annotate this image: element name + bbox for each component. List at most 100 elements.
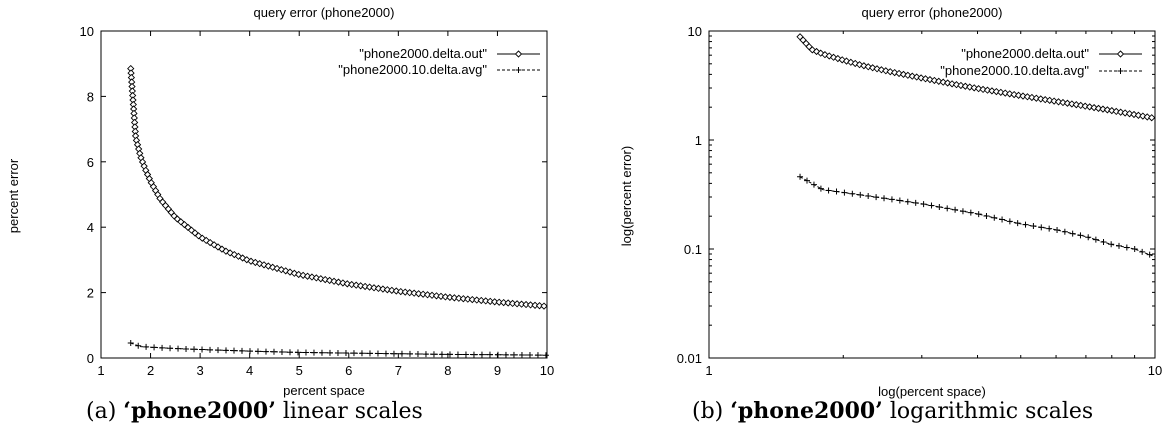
series-2-point bbox=[246, 348, 253, 355]
series-2-point bbox=[262, 348, 269, 355]
series-2-point bbox=[526, 352, 533, 359]
series-2-point bbox=[326, 349, 333, 356]
x-tick-label: 9 bbox=[494, 363, 501, 378]
series-1-point bbox=[974, 85, 983, 93]
series-2-point bbox=[215, 347, 222, 354]
series-1-point bbox=[1085, 103, 1094, 111]
series-1-point bbox=[222, 247, 230, 255]
series-2-point bbox=[857, 191, 864, 198]
series-2-point bbox=[390, 350, 397, 357]
series-2-point bbox=[286, 349, 293, 356]
series-1-point bbox=[886, 68, 894, 76]
x-tick-label: 5 bbox=[296, 363, 303, 378]
series-1-point bbox=[401, 288, 409, 296]
y-tick-label: 1 bbox=[695, 133, 702, 148]
series-1-point bbox=[1001, 89, 1009, 97]
series-2-point bbox=[1100, 238, 1107, 245]
series-2-point bbox=[936, 203, 943, 210]
series-1-point bbox=[939, 78, 947, 86]
series-1-point bbox=[997, 88, 1005, 96]
series-1-point bbox=[1094, 104, 1103, 113]
caption-b-prefix: (b) bbox=[692, 399, 731, 424]
y-tick-label: 2 bbox=[87, 286, 94, 301]
series-2-point bbox=[278, 348, 285, 355]
chart-title: query error (phone2000) bbox=[254, 5, 395, 20]
series-1-point bbox=[1125, 110, 1134, 118]
series-2-point bbox=[825, 187, 832, 194]
series-2-point bbox=[983, 212, 990, 219]
series-2-point bbox=[865, 193, 872, 200]
legend-label-1: "phone2000.delta.out" bbox=[961, 46, 1089, 61]
series-1-point bbox=[540, 302, 548, 310]
series-1-point bbox=[855, 61, 864, 69]
series-2-point bbox=[515, 67, 522, 73]
series-2-point bbox=[183, 345, 190, 352]
series-1-point bbox=[202, 236, 210, 245]
series-1-point bbox=[437, 292, 445, 300]
x-axis-label: percent space bbox=[283, 383, 365, 398]
series-1-point bbox=[1032, 94, 1040, 102]
series-2-point bbox=[478, 351, 485, 358]
series-2-point bbox=[422, 351, 429, 358]
series-1-point bbox=[817, 49, 825, 57]
series-1-point bbox=[513, 300, 521, 308]
series-2-point bbox=[841, 189, 848, 196]
series-1-point bbox=[282, 267, 290, 275]
series-1-point bbox=[206, 238, 214, 247]
series-2-point bbox=[975, 211, 982, 218]
series-1-point bbox=[1103, 106, 1112, 114]
series-1-point bbox=[873, 65, 881, 73]
series-1-point bbox=[508, 299, 517, 308]
series-2-point bbox=[534, 352, 541, 359]
x-axis-label: log(percent space) bbox=[878, 384, 986, 399]
series-2-point bbox=[1006, 218, 1013, 225]
series-1-point bbox=[1121, 109, 1129, 117]
series-1-point bbox=[495, 298, 503, 306]
series-1-point bbox=[464, 295, 472, 303]
series-2-point bbox=[430, 351, 437, 358]
series-2-point bbox=[175, 345, 182, 352]
series-1-point bbox=[908, 72, 916, 80]
series-2-point bbox=[1092, 236, 1099, 243]
series-1-point bbox=[1010, 90, 1018, 99]
series-1-point bbox=[517, 300, 526, 308]
series-1-point bbox=[829, 53, 838, 61]
series-2-point bbox=[904, 198, 911, 205]
series-2-point bbox=[398, 350, 405, 357]
series-2-point bbox=[920, 201, 927, 208]
series-1-point bbox=[943, 79, 952, 87]
series-1-point bbox=[432, 292, 441, 300]
x-tick-label: 8 bbox=[444, 363, 451, 378]
series-1-point bbox=[348, 280, 356, 289]
legend-label-2: "phone2000.10.delta.avg" bbox=[338, 62, 487, 77]
series-1-point bbox=[847, 58, 855, 66]
series-1-point bbox=[374, 284, 383, 293]
x-tick-label: 10 bbox=[540, 363, 554, 378]
series-1-point bbox=[1041, 96, 1049, 104]
y-tick-label: 10 bbox=[80, 24, 94, 39]
series-2-point bbox=[254, 348, 261, 355]
series-1-point bbox=[491, 298, 499, 306]
series-2-point bbox=[342, 350, 349, 357]
series-1-point bbox=[361, 282, 369, 291]
series-1-point bbox=[410, 289, 418, 297]
series-1-point bbox=[473, 296, 481, 304]
series-1-point bbox=[428, 291, 436, 299]
series-1-point bbox=[1059, 98, 1067, 107]
chart-b-log bbox=[708, 30, 1156, 359]
series-1-point bbox=[477, 296, 485, 305]
series-1-point bbox=[184, 223, 192, 232]
series-2-point bbox=[912, 199, 919, 206]
series-1-point bbox=[979, 85, 987, 94]
series-2-point bbox=[454, 351, 461, 358]
series-1-point bbox=[1134, 111, 1143, 119]
series-1-point bbox=[983, 86, 992, 94]
series-2-point bbox=[952, 206, 959, 213]
series-1-point bbox=[392, 287, 400, 295]
series-1-point bbox=[191, 229, 199, 237]
caption-a: (a) ‘phone2000’ linear scales bbox=[86, 398, 423, 424]
series-1-point bbox=[256, 260, 264, 268]
series-2-point bbox=[1108, 241, 1115, 248]
series-1-point bbox=[1054, 98, 1063, 106]
series-line-1 bbox=[130, 68, 548, 307]
